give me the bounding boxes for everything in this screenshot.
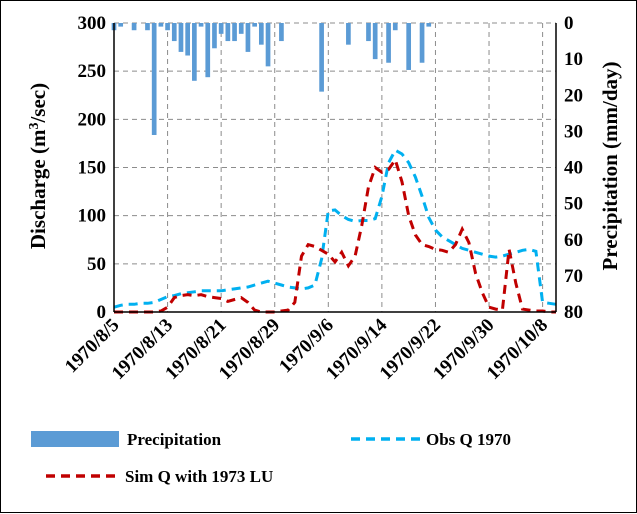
left-tick-label: 100 bbox=[78, 206, 107, 227]
precipitation-bar bbox=[392, 23, 398, 31]
right-axis-ticks: 0 10 20 30 40 50 60 70 80 bbox=[564, 13, 583, 323]
precipitation-bar bbox=[118, 23, 124, 27]
precipitation-bar bbox=[158, 23, 164, 27]
right-tick-label: 50 bbox=[564, 194, 583, 215]
precipitation-bar bbox=[198, 23, 204, 27]
precipitation-bar bbox=[131, 23, 137, 31]
precipitation-bar bbox=[192, 23, 197, 81]
obs-q-line bbox=[113, 148, 557, 309]
right-tick-label: 20 bbox=[564, 85, 583, 106]
legend-label-obs-q: Obs Q 1970 bbox=[426, 430, 511, 449]
precipitation-bar bbox=[205, 23, 211, 78]
right-tick-label: 40 bbox=[564, 158, 583, 179]
precipitation-bar bbox=[265, 23, 271, 67]
left-tick-label: 0 bbox=[97, 302, 107, 323]
precipitation-bar bbox=[386, 23, 391, 63]
precipitation-bar bbox=[171, 23, 177, 42]
precipitation-bar bbox=[319, 23, 324, 92]
precipitation-bar bbox=[258, 23, 264, 45]
grid bbox=[113, 22, 556, 313]
right-tick-label: 80 bbox=[564, 302, 583, 323]
precipitation-bar bbox=[185, 23, 191, 56]
precipitation-bar bbox=[225, 23, 231, 42]
left-tick-label: 250 bbox=[78, 61, 107, 82]
legend-label-precipitation: Precipitation bbox=[127, 430, 222, 449]
precipitation-bar bbox=[366, 23, 371, 42]
precipitation-bar bbox=[238, 23, 244, 34]
precipitation-bar bbox=[165, 23, 170, 31]
precipitation-bar bbox=[426, 23, 432, 27]
left-tick-label: 200 bbox=[78, 109, 107, 130]
precipitation-bar bbox=[419, 23, 425, 63]
legend: Precipitation Obs Q 1970 Sim Q with 1973… bbox=[31, 430, 511, 486]
right-tick-label: 10 bbox=[564, 49, 583, 70]
left-tick-label: 50 bbox=[87, 254, 106, 275]
precipitation-bar bbox=[178, 23, 184, 52]
precipitation-bars bbox=[111, 23, 432, 135]
precipitation-bar bbox=[279, 23, 284, 42]
sim-q-line bbox=[114, 156, 556, 314]
left-tick-label: 300 bbox=[78, 13, 107, 34]
right-tick-label: 70 bbox=[564, 266, 583, 287]
discharge-lines bbox=[113, 148, 557, 314]
precipitation-bar bbox=[252, 23, 257, 27]
precipitation-bar bbox=[406, 23, 412, 70]
left-axis-ticks: 0 50 100 150 200 250 300 bbox=[78, 13, 107, 323]
x-axis-ticks: 1970/8/51970/8/131970/8/211970/8/291970/… bbox=[61, 314, 552, 384]
right-tick-label: 0 bbox=[564, 13, 574, 34]
precipitation-bar bbox=[145, 23, 150, 31]
left-tick-label: 150 bbox=[78, 158, 107, 179]
precipitation-bar bbox=[245, 23, 251, 52]
right-axis-title: Precipitation (mm/day) bbox=[598, 61, 622, 270]
axes bbox=[113, 23, 557, 313]
legend-label-sim-q: Sim Q with 1973 LU bbox=[125, 467, 273, 486]
precipitation-bar bbox=[232, 23, 237, 42]
precipitation-bar bbox=[346, 23, 351, 45]
precipitation-bar bbox=[151, 23, 157, 135]
left-axis-title: Discharge (m3/sec) bbox=[26, 83, 50, 249]
right-tick-label: 60 bbox=[564, 230, 583, 251]
precipitation-bar bbox=[372, 23, 378, 60]
precipitation-bar bbox=[212, 23, 217, 49]
precipitation-bar bbox=[218, 23, 224, 34]
right-tick-label: 30 bbox=[564, 121, 583, 142]
legend-swatch-precipitation bbox=[31, 431, 119, 447]
